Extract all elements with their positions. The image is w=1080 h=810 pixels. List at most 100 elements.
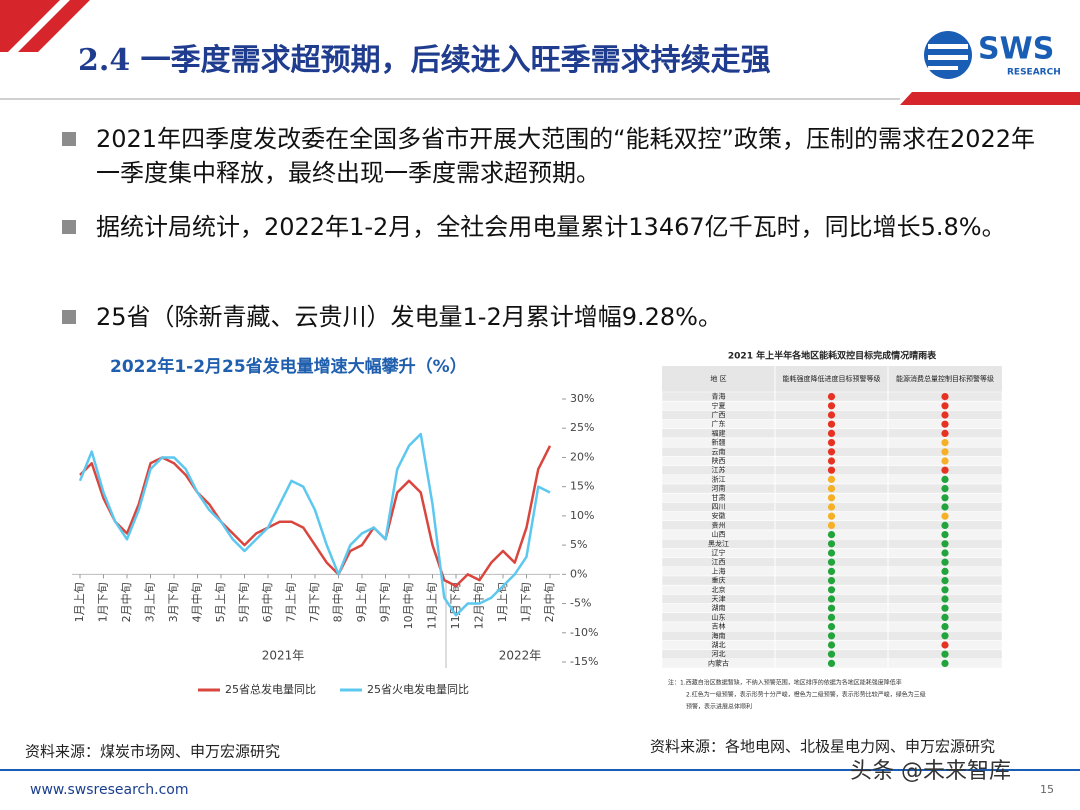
status-dot [941,475,949,483]
table-cell: 贵州 [712,520,726,529]
x-tick-label: 2月中旬 [120,582,133,622]
status-dot [827,512,836,520]
table-cell: 山东 [712,612,726,621]
status-dot [827,577,836,585]
status-dot [827,475,836,483]
status-dot [827,558,836,566]
header-ribbon [0,0,90,52]
status-dot [827,466,836,474]
x-tick-label: 1月下旬 [520,582,533,622]
table-cell: 天津 [712,595,726,603]
status-dot [941,521,949,530]
status-dot [827,393,836,401]
table-header-bg [662,366,1002,392]
table-cell: 广东 [712,419,726,428]
status-dot [941,420,949,428]
status-dot [941,549,949,557]
status-dot [941,613,949,622]
status-dot [941,623,949,631]
x-tick-label: 6月中旬 [261,582,274,622]
x-tick-label: 1月下旬 [97,582,110,622]
y-tick-label: 20% [570,450,594,463]
table-cell: 青海 [712,392,726,401]
table-cell: 广西 [712,410,726,419]
logo-text: SWS [978,32,1054,67]
status-dot [827,632,836,640]
logo-sub: RESEARCH [1007,68,1061,78]
x-tick-label: 4月中旬 [191,582,204,622]
status-dot [941,448,949,456]
status-dot [827,429,836,437]
status-dot [827,402,836,410]
table-cell: 安徽 [712,511,726,520]
x-tick-label: 5月下旬 [238,582,251,622]
status-dot [827,448,836,456]
x-tick-label: 8月中旬 [332,582,345,622]
logo-stripe [928,66,958,70]
header-ribbon-right [900,92,1080,105]
x-tick-label: 7月下旬 [308,582,321,622]
status-dot [827,586,836,594]
status-dot [941,577,949,585]
status-dot [827,659,836,668]
y-tick-label: 15% [570,480,594,493]
bullet-marker [62,310,76,324]
status-dot [827,549,836,557]
x-tick-label: 12月中旬 [473,582,486,629]
status-dot [941,595,949,603]
table-cell: 内蒙古 [708,658,729,667]
bullet: 2021年四季度发改委在全国多省市开展大范围的“能耗双控”政策，压制的需求在20… [96,125,1036,187]
source: 资料来源：各地电网、北极星电力网、申万宏源研究 [650,738,995,756]
x-tick-label: 1月上旬 [73,582,86,622]
status-dot [827,503,836,511]
table-cell: 北京 [712,585,726,594]
y-tick-label: 5% [570,538,587,551]
x-tick-label: 3月下旬 [167,582,180,622]
table-cell: 黑龙江 [708,539,729,548]
status-dot [941,393,949,401]
x-tick-label: 11月上旬 [426,582,439,629]
x-tick-label: 10月中旬 [402,582,415,629]
watermark: 头条 @未来智库 [850,759,1011,784]
status-dot [941,429,949,437]
y-tick-label: 10% [570,509,594,522]
x-tick-label: 2月中旬 [543,582,556,622]
table-cell: 海南 [712,631,726,640]
status-dot [827,531,836,539]
status-dot [827,411,836,419]
status-dot [941,641,949,649]
footer-url: www.swsresearch.com [30,782,188,798]
status-dot [941,466,949,474]
y-tick-label: 30% [570,392,594,405]
bullet-marker [62,220,76,234]
table-cell: 陕西 [712,456,726,465]
page-number: 15 [1040,783,1054,796]
table-cell: 吉林 [712,622,726,631]
status-dot [827,567,836,576]
x-tick-label: 7月上旬 [285,582,298,622]
table-cell: 辽宁 [712,548,726,557]
bullet: 25省（除新青藏、云贵川）发电量1-2月累计增幅9.28%。 [96,303,722,331]
table-note: 预警，表示进展总体顺利 [686,703,752,711]
status-dot [941,531,949,539]
bullet: 据统计局统计，2022年1-2月，全社会用电量累计13467亿千瓦时，同比增长5… [96,213,1006,241]
chart-title: 2022年1-2月25省发电量增速大幅攀升（%） [110,356,467,377]
status-dot [827,521,836,530]
status-dot [941,512,949,520]
table-header: 能耗强度降低进度目标预警等级 [783,374,881,383]
ribbon-stripe [0,0,70,70]
table-cell: 江苏 [712,465,726,474]
table-cell: 江西 [712,558,726,566]
x-tick-label: 5月上旬 [214,582,227,622]
series-line [78,432,551,617]
logo-stripe [928,55,968,60]
status-dot [827,613,836,622]
status-dot [827,457,836,465]
bullet-marker [62,132,76,146]
status-dot [941,402,949,410]
x-tick-label: 9月上旬 [355,582,368,622]
status-dot [827,604,836,612]
legend-label: 25省总发电量同比 [225,682,316,696]
